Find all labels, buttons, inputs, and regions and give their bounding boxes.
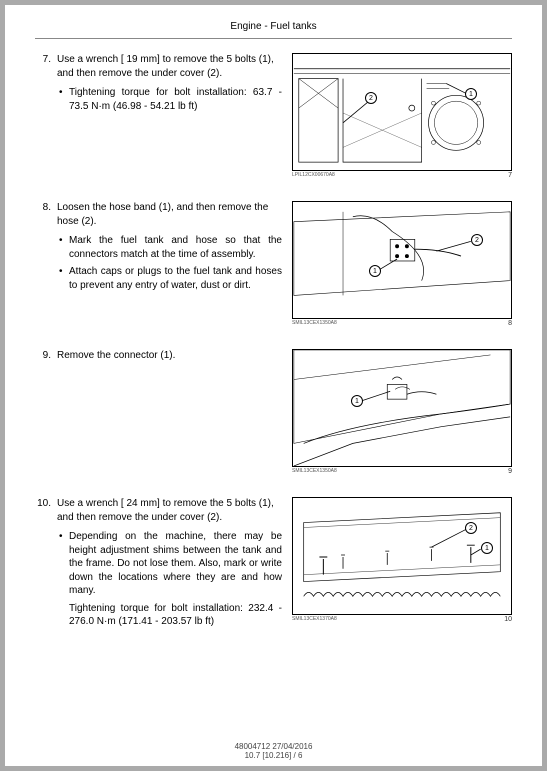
step-8: 8. Loosen the hose band (1), and then re… xyxy=(35,201,512,327)
fig-id: LPIL12CX00670A8 xyxy=(292,172,335,179)
bullet: Mark the fuel tank and hose so that the … xyxy=(57,234,282,261)
footer-line2: 10.7 [10.216] / 6 xyxy=(5,751,542,760)
callout-1: 1 xyxy=(369,265,381,277)
step-10-body: Use a wrench [ 24 mm] to remove the 5 bo… xyxy=(57,497,282,629)
step-7-body: Use a wrench [ 19 mm] to remove the 5 bo… xyxy=(57,53,282,179)
step-8-text: 8. Loosen the hose band (1), and then re… xyxy=(35,201,282,327)
step-9-text: 9. Remove the connector (1). xyxy=(35,349,282,475)
bullet: Attach caps or plugs to the fuel tank an… xyxy=(57,265,282,292)
step-8-figure-col: 1 2 SMIL13CEX1350A8 8 xyxy=(292,201,512,327)
callout-1: 1 xyxy=(481,542,493,554)
callout-1: 1 xyxy=(351,395,363,407)
step-8-num: 8. xyxy=(35,201,51,327)
step-10-bullets: Depending on the machine, there may be h… xyxy=(57,530,282,598)
step-8-figure: 1 2 xyxy=(292,201,512,319)
fig-id: SMIL13CEX1370A8 xyxy=(292,616,337,623)
callout-2: 2 xyxy=(465,522,477,534)
step-7-figure-col: 2 1 LPIL12CX00670A8 7 xyxy=(292,53,512,179)
fig-seq: 10 xyxy=(504,616,512,623)
step-8-main: Loosen the hose band (1), and then remov… xyxy=(57,201,282,228)
page-header: Engine - Fuel tanks xyxy=(35,21,512,38)
step-10-caption: SMIL13CEX1370A8 10 xyxy=(292,616,512,623)
step-9-caption: SMIL13CEX1350A8 9 xyxy=(292,468,512,475)
step-8-caption: SMIL13CEX1350A8 8 xyxy=(292,320,512,327)
step-7-bullets: Tightening torque for bolt installation:… xyxy=(57,86,282,113)
step-10-figure: 2 1 xyxy=(292,497,512,615)
step-10-num: 10. xyxy=(35,497,51,629)
step-7-main: Use a wrench [ 19 mm] to remove the 5 bo… xyxy=(57,53,282,80)
step-7: 7. Use a wrench [ 19 mm] to remove the 5… xyxy=(35,53,512,179)
fig-seq: 8 xyxy=(508,320,512,327)
page: Engine - Fuel tanks 7. Use a wrench [ 19… xyxy=(5,5,542,766)
header-rule xyxy=(35,38,512,39)
step-7-num: 7. xyxy=(35,53,51,179)
callout-2: 2 xyxy=(365,92,377,104)
step-10-figure-col: 2 1 SMIL13CEX1370A8 10 xyxy=(292,497,512,629)
fig-id: SMIL13CEX1350A8 xyxy=(292,468,337,475)
step-7-caption: LPIL12CX00670A8 7 xyxy=(292,172,512,179)
step-10-text: 10. Use a wrench [ 24 mm] to remove the … xyxy=(35,497,282,629)
step-8-bullets: Mark the fuel tank and hose so that the … xyxy=(57,234,282,292)
step-9: 9. Remove the connector (1). 1 xyxy=(35,349,512,475)
step-9-figure-col: 1 SMIL13CEX1350A8 9 xyxy=(292,349,512,475)
step-9-main: Remove the connector (1). xyxy=(57,349,282,363)
fig-seq: 9 xyxy=(508,468,512,475)
bullet: Tightening torque for bolt installation:… xyxy=(57,86,282,113)
step-9-num: 9. xyxy=(35,349,51,475)
footer-line1: 48004712 27/04/2016 xyxy=(5,742,542,751)
callout-1: 1 xyxy=(465,88,477,100)
step-10-sub: Tightening torque for bolt installation:… xyxy=(69,602,282,629)
step-10: 10. Use a wrench [ 24 mm] to remove the … xyxy=(35,497,512,629)
step-8-body: Loosen the hose band (1), and then remov… xyxy=(57,201,282,327)
fig-seq: 7 xyxy=(508,172,512,179)
step-7-figure: 2 1 xyxy=(292,53,512,171)
step-7-text: 7. Use a wrench [ 19 mm] to remove the 5… xyxy=(35,53,282,179)
step-10-main: Use a wrench [ 24 mm] to remove the 5 bo… xyxy=(57,497,282,524)
fig-id: SMIL13CEX1350A8 xyxy=(292,320,337,327)
bullet: Depending on the machine, there may be h… xyxy=(57,530,282,598)
callout-2: 2 xyxy=(471,234,483,246)
step-9-figure: 1 xyxy=(292,349,512,467)
page-footer: 48004712 27/04/2016 10.7 [10.216] / 6 xyxy=(5,742,542,760)
step-9-body: Remove the connector (1). xyxy=(57,349,282,475)
